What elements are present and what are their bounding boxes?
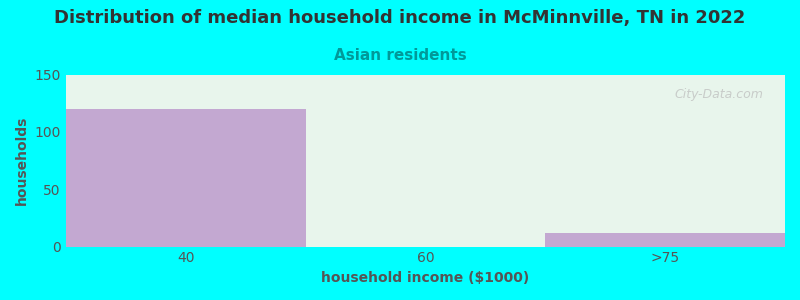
Text: Asian residents: Asian residents: [334, 48, 466, 63]
Text: Distribution of median household income in McMinnville, TN in 2022: Distribution of median household income …: [54, 9, 746, 27]
Bar: [66, 109, 306, 247]
Text: City-Data.com: City-Data.com: [674, 88, 763, 101]
Y-axis label: households: households: [15, 116, 29, 205]
Bar: [66, 74, 306, 247]
Bar: [546, 233, 785, 247]
Bar: [306, 74, 546, 247]
X-axis label: household income ($1000): household income ($1000): [322, 271, 530, 285]
Bar: [546, 74, 785, 247]
